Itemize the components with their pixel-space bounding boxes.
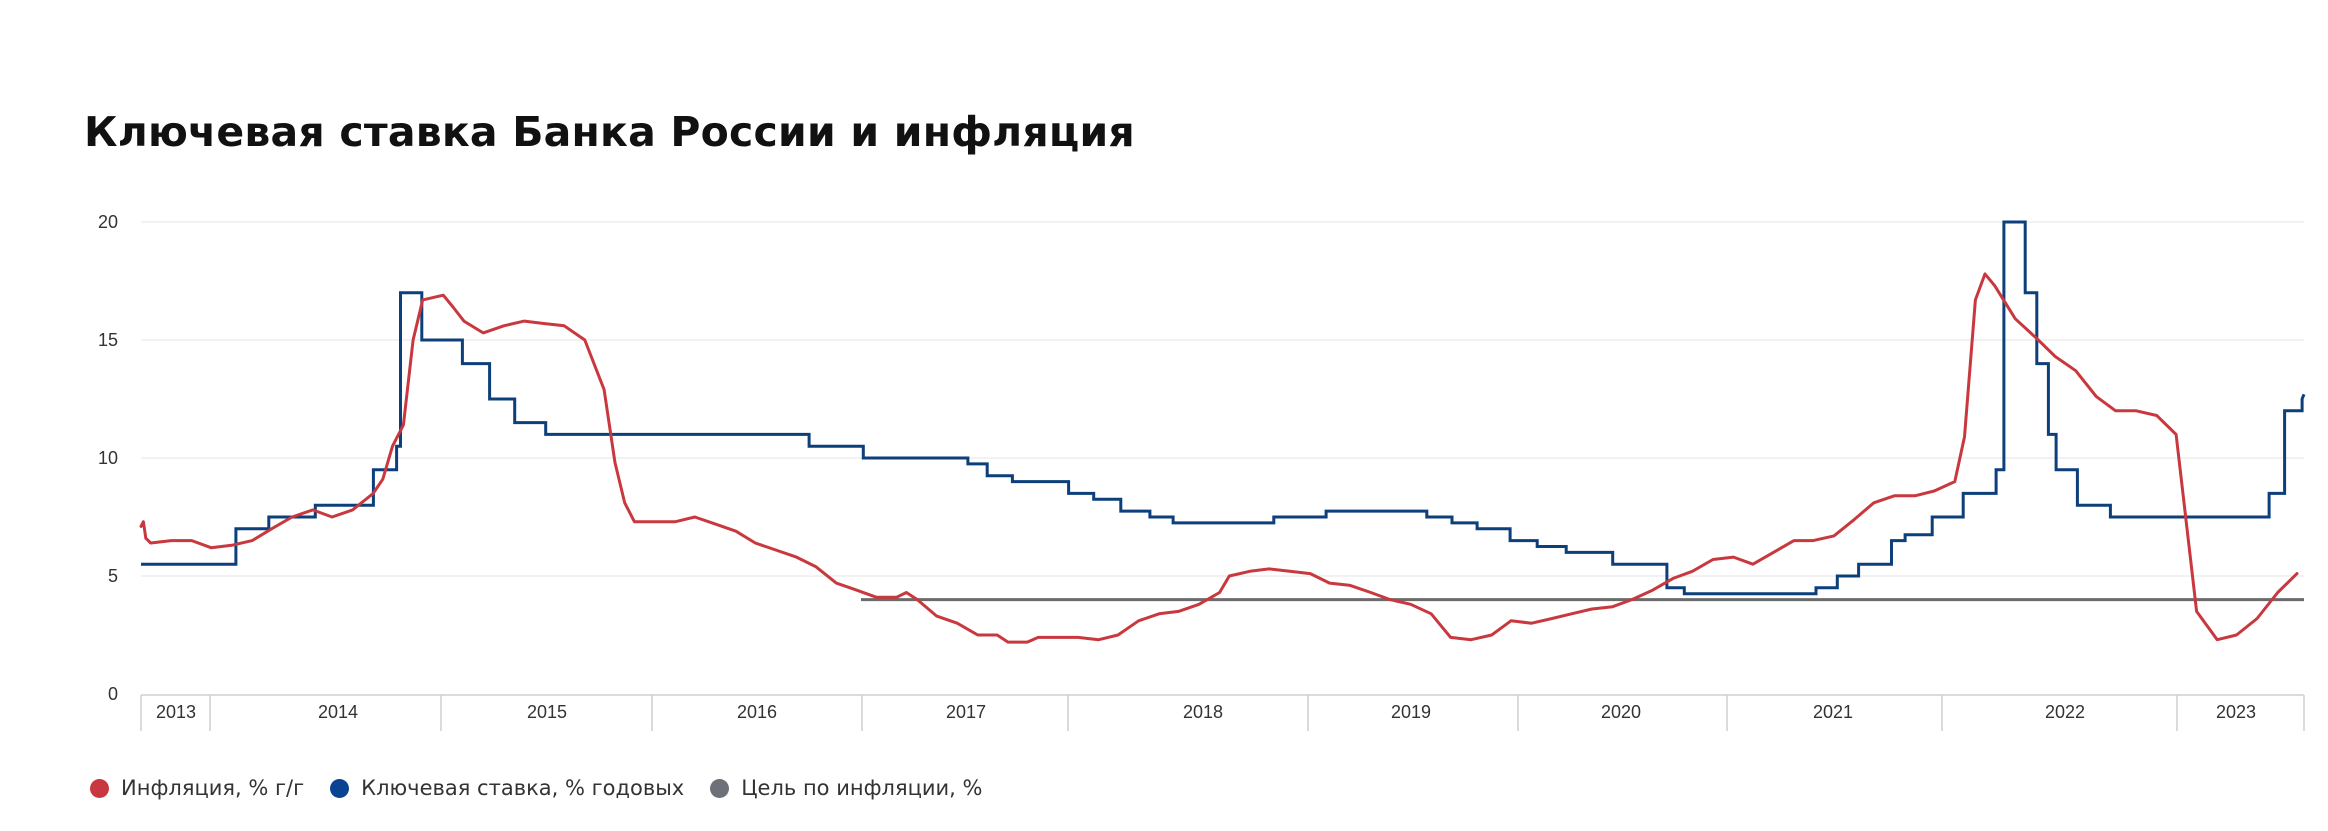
chart-title: Ключевая ставка Банка России и инфляция — [84, 108, 1135, 156]
x-tick-label: 2017 — [946, 702, 986, 722]
x-tick-label: 2023 — [2216, 702, 2256, 722]
y-tick-label: 20 — [98, 212, 118, 232]
legend-item-target[interactable]: Цель по инфляции, % — [710, 776, 982, 800]
x-tick-label: 2019 — [1391, 702, 1431, 722]
inflation-legend-marker-icon — [90, 778, 109, 798]
y-tick-label: 10 — [98, 448, 118, 468]
x-tick-label: 2015 — [527, 702, 567, 722]
key-rate-layer — [141, 220, 2306, 596]
x-tick-label: 2020 — [1601, 702, 1641, 722]
legend-label-key-rate: Ключевая ставка, % годовых — [361, 776, 685, 800]
legend-item-inflation[interactable]: Инфляция, % г/г — [90, 776, 304, 800]
key-rate-line — [141, 220, 2306, 596]
legend: Инфляция, % г/г Ключевая ставка, % годов… — [90, 776, 1008, 800]
axis-layer: 0 5 10 15 20 2013 2014 2015 2016 2017 2018 2019 2020… — [98, 212, 2305, 731]
chart-canvas: 0 5 10 15 20 2013 2014 2015 2016 2017 2018 2019 2020… — [98, 212, 2306, 731]
legend-label-inflation: Инфляция, % г/г — [121, 776, 305, 800]
grid-layer — [141, 221, 2304, 577]
key-rate-legend-marker-icon — [330, 778, 350, 798]
x-tick-label: 2021 — [1813, 702, 1853, 722]
target-legend-marker-icon — [710, 778, 730, 798]
y-tick-label: 0 — [108, 684, 118, 704]
x-tick-label: 2016 — [737, 702, 777, 722]
y-tick-label: 15 — [98, 330, 118, 350]
x-tick-label: 2022 — [2045, 702, 2085, 722]
legend-item-key-rate[interactable]: Ключевая ставка, % годовых — [330, 776, 684, 800]
x-tick-label: 2014 — [318, 702, 358, 722]
inflation-layer — [139, 272, 2299, 644]
y-tick-label: 5 — [108, 566, 118, 586]
x-tick-label: 2018 — [1183, 702, 1223, 722]
inflation-line — [139, 272, 2299, 644]
x-tick-label: 2013 — [156, 702, 196, 722]
legend-label-target: Цель по инфляции, % — [741, 776, 983, 800]
